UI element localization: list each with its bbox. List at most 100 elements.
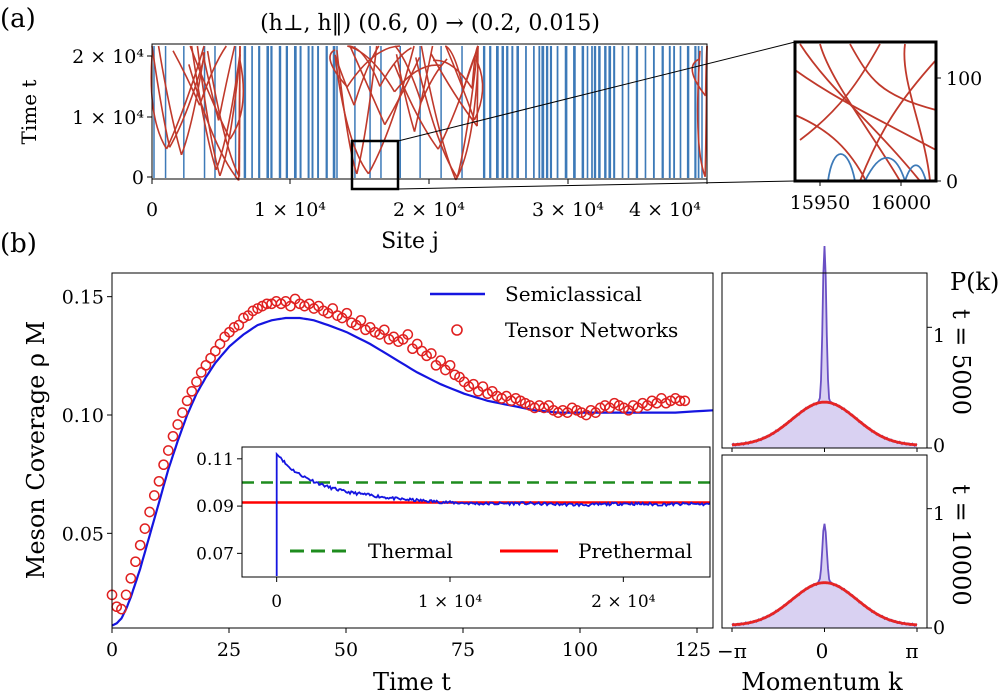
zoom-trajectories — [794, 43, 937, 182]
momentum-y-tick: 0 — [933, 435, 945, 457]
momentum-time-label-top: t = 5000 — [947, 309, 975, 415]
panel-a-title: (h⊥, h‖) (0.6, 0) → (0.2, 0.015) — [260, 11, 600, 36]
tensor-network-point — [261, 298, 273, 310]
tensor-network-point — [181, 395, 193, 407]
y-tick-label: 1 × 10⁴ — [72, 107, 144, 129]
inset-y-tick-label: 0.09 — [196, 497, 234, 517]
y-tick-label: 0.15 — [62, 287, 104, 309]
panel-b-label: (b) — [0, 229, 37, 259]
zoom-meson-trajectory — [849, 43, 937, 111]
zoom-inset: 15950 16000 0 100 — [790, 40, 982, 214]
zoom-y-tick: 100 — [946, 68, 982, 90]
meson-trajectory — [217, 45, 236, 121]
momentum-time-label-bottom: t = 10000 — [947, 484, 975, 605]
inset-data-line — [275, 451, 711, 576]
inset-y-tick-label: 0.11 — [196, 450, 234, 470]
main-series — [106, 293, 714, 627]
inset-x-tick-label: 0 — [271, 592, 282, 612]
meson-trajectory — [455, 65, 479, 181]
inset-x-tick-label: 2 × 10⁴ — [591, 592, 655, 612]
y-tick-label: 0.05 — [62, 523, 104, 545]
zoom-meson-trajectory — [903, 43, 931, 182]
domain-wall-lines — [153, 46, 703, 178]
meson-trajectory — [393, 63, 439, 150]
spacetime-plot — [150, 43, 708, 191]
meson-trajectory — [329, 49, 348, 88]
inset-y-ticks: 0.07 0.09 0.11 — [196, 450, 242, 564]
zoom-connector-bottom — [397, 180, 796, 190]
tensor-network-point — [435, 355, 447, 366]
inset-legend: Thermal Prethermal — [290, 539, 692, 563]
x-tick-label: 25 — [217, 639, 241, 661]
main-ylabel: Meson Coverage ρ M — [22, 321, 50, 580]
momentum-panel-bottom — [721, 454, 932, 632]
x-tick-label: 50 — [334, 639, 358, 661]
main-y-ticks: 0.05 0.10 0.15 — [62, 287, 112, 545]
tensor-network-point — [162, 445, 174, 456]
inset-x-ticks: 0 1 × 10⁴ 2 × 10⁴ — [271, 577, 656, 612]
momentum-x-tick: −π — [717, 639, 747, 663]
tensor-network-point — [679, 395, 691, 407]
y-tick-label: 0.10 — [62, 405, 104, 427]
zoom-x-tick: 16000 — [871, 192, 931, 214]
momentum-y-tick: 1 — [933, 503, 945, 525]
tensor-network-point — [186, 385, 198, 397]
meson-trajectory — [696, 50, 706, 178]
tensor-network-point — [120, 589, 132, 601]
tensor-network-point — [153, 475, 165, 487]
meson-trajectory — [420, 58, 448, 103]
inset-x-tick-label: 1 × 10⁴ — [418, 592, 482, 612]
momentum-area — [732, 523, 917, 628]
tensor-network-point — [125, 572, 137, 584]
legend-tensor-networks-swatch — [451, 324, 463, 336]
momentum-area — [732, 246, 917, 448]
tensor-network-point — [425, 348, 437, 359]
zoom-domain-wall — [864, 156, 906, 182]
inset-series — [242, 451, 711, 576]
momentum-x-tick: π — [905, 639, 918, 663]
meson-trajectory — [229, 60, 245, 140]
semiclassical-line — [111, 316, 714, 627]
tensor-network-point — [355, 314, 367, 326]
momentum-y-tick: 1 — [933, 325, 945, 347]
meson-trajectory — [420, 45, 457, 181]
meson-trajectory — [201, 51, 220, 121]
inset-border — [241, 446, 711, 578]
meson-trajectory — [379, 47, 412, 87]
main-x-ticks: 0 25 50 75 100 125 — [106, 628, 711, 661]
meson-trajectory — [219, 54, 241, 177]
momentum-panel-top — [721, 245, 932, 452]
zoom-meson-trajectory — [794, 114, 867, 182]
zoom-region-box — [350, 139, 400, 191]
zoom-domain-wall — [827, 153, 856, 182]
meson-trajectory — [206, 50, 241, 178]
meson-trajectory — [334, 54, 370, 175]
zoom-connector-top — [397, 41, 796, 142]
tensor-network-point — [116, 603, 127, 615]
legend-prethermal-label: Prethermal — [578, 539, 692, 563]
momentum-axes: P(k) t = 5000 t = 10000 Momentum k −π 0 … — [717, 268, 999, 695]
tensor-network-point — [444, 359, 456, 371]
x-tick-label: 2 × 10⁴ — [393, 199, 465, 221]
momentum-fit-line — [731, 581, 918, 627]
zoom-x-tick: 15950 — [790, 192, 850, 214]
inset-frame — [241, 446, 711, 578]
meson-trajectory — [165, 45, 205, 150]
panel-a-xlabel: Site j — [381, 229, 439, 254]
tensor-network-point — [172, 419, 184, 430]
zoom-meson-trajectory — [819, 43, 901, 182]
zoom-background — [795, 42, 936, 181]
legend-semiclassical-label: Semiclassical — [505, 282, 642, 306]
x-tick-label: 100 — [562, 639, 598, 661]
momentum-top-border — [721, 272, 928, 449]
meson-trajectory — [444, 45, 476, 121]
meson-trajectory — [347, 45, 396, 93]
tensor-network-point — [148, 490, 160, 501]
meson-trajectory — [384, 57, 421, 126]
meson-trajectory — [172, 50, 201, 106]
tensor-network-point — [341, 307, 353, 319]
meson-trajectory — [356, 45, 378, 175]
panel-a-ylabel: Time t — [17, 80, 41, 145]
main-xlabel: Time t — [373, 668, 451, 695]
